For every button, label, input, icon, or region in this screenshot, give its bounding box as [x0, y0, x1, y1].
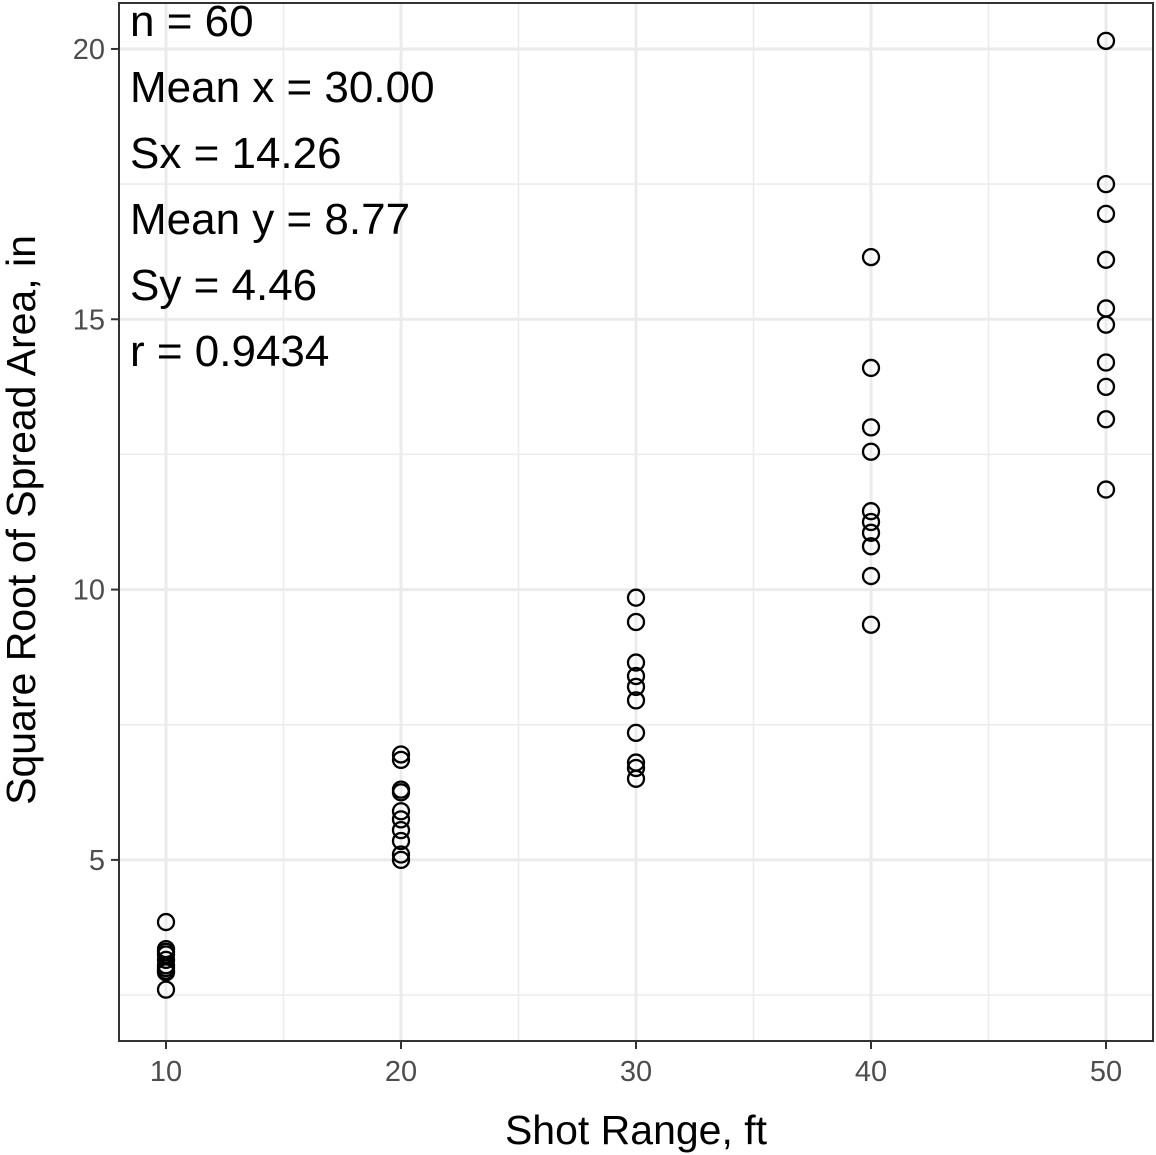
data-point	[1096, 250, 1116, 269]
x-tick-label: 20	[385, 1056, 417, 1088]
data-point	[391, 783, 411, 802]
data-point	[861, 418, 881, 437]
data-point	[1096, 377, 1116, 396]
data-point	[156, 963, 176, 982]
y-tick-label: 15	[73, 304, 105, 336]
x-tick-label: 50	[1090, 1056, 1122, 1088]
x-tick-label: 10	[150, 1056, 182, 1088]
data-point	[1096, 480, 1116, 499]
annotation-line: Mean x = 30.00	[130, 63, 435, 112]
annotation-line: Sy = 4.46	[130, 261, 317, 310]
statistics-annotation: n = 60 Mean x = 30.00 Sx = 14.26 Mean y = 8…	[130, 0, 435, 376]
annotation-line: n = 60	[130, 0, 254, 46]
data-point	[861, 537, 881, 556]
data-point	[391, 750, 411, 770]
data-point	[1096, 353, 1116, 372]
x-tick-label: 40	[855, 1056, 887, 1088]
x-axis: 10 20 30 40 50	[150, 1041, 1122, 1088]
y-tick-label: 10	[73, 575, 105, 607]
data-point	[861, 512, 881, 532]
data-points	[156, 31, 1116, 999]
annotation-line: r = 0.9434	[130, 327, 329, 376]
y-tick-label: 5	[89, 845, 105, 877]
data-point	[1096, 410, 1116, 429]
y-axis-title: Square Root of Spread Area, in	[0, 235, 44, 805]
data-point	[626, 769, 646, 788]
data-point	[1096, 204, 1116, 223]
data-point	[626, 588, 646, 607]
x-tick-label: 30	[620, 1056, 652, 1088]
data-point	[391, 850, 411, 870]
data-point	[391, 831, 411, 851]
y-axis: 5 10 15 20	[73, 34, 119, 877]
data-point	[1096, 31, 1116, 50]
data-point	[626, 691, 646, 710]
data-point	[156, 950, 176, 970]
data-point	[861, 247, 881, 267]
data-point	[626, 677, 646, 697]
x-axis-title: Shot Range, ft	[505, 1107, 768, 1153]
annotation-line: Sx = 14.26	[130, 129, 342, 178]
y-tick-label: 20	[73, 34, 105, 66]
data-point	[156, 980, 176, 999]
data-point	[626, 723, 646, 742]
data-point	[861, 502, 881, 521]
data-point	[391, 802, 411, 821]
data-point	[626, 612, 646, 632]
data-point	[626, 666, 646, 686]
data-point	[1096, 315, 1116, 334]
annotation-line: Mean y = 8.77	[130, 195, 410, 244]
data-point	[156, 912, 176, 932]
data-point	[626, 758, 646, 778]
data-point	[391, 745, 411, 764]
data-point	[1096, 174, 1116, 194]
data-point	[626, 653, 646, 672]
data-point	[861, 615, 881, 634]
data-point	[861, 566, 881, 586]
data-point	[861, 358, 881, 378]
data-point	[861, 442, 881, 461]
data-point	[861, 523, 881, 542]
data-point	[391, 845, 411, 864]
data-point	[391, 821, 411, 840]
data-point	[391, 810, 411, 829]
